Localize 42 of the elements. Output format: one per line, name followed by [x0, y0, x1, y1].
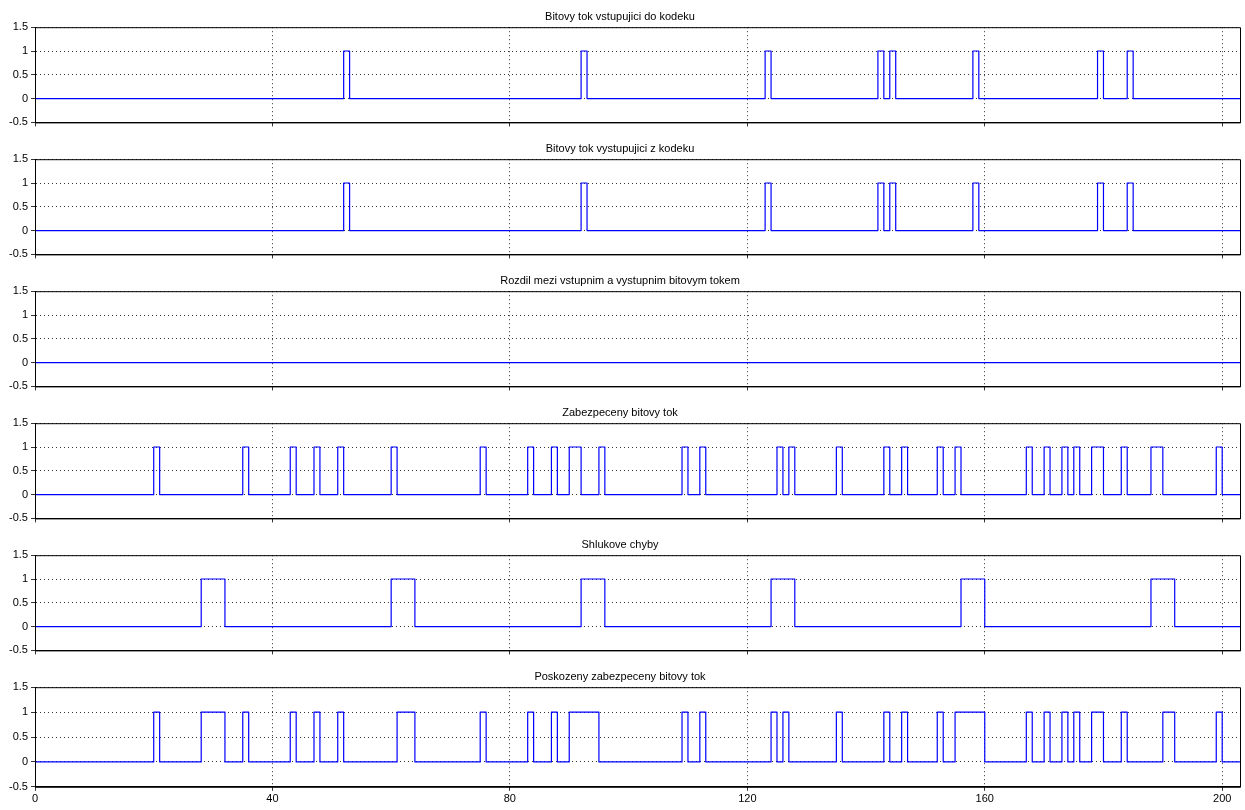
y-tick-label: 1.5 — [12, 680, 28, 693]
y-tick-label: 1.5 — [12, 152, 28, 165]
y-tick-label: 0 — [21, 487, 28, 500]
y-tick-label: 1.5 — [12, 548, 28, 561]
x-tick-label: 80 — [503, 792, 516, 805]
y-tick-label: 1.5 — [12, 20, 28, 33]
y-tick-label: 0 — [21, 619, 28, 632]
x-tick-label: 200 — [1213, 792, 1232, 805]
y-tick-label: -0.5 — [9, 247, 28, 260]
x-tick-label: 120 — [738, 792, 757, 805]
y-tick-label: 1.5 — [12, 416, 28, 429]
chart-title: Poskozeny zabezpeceny bitovy tok — [534, 669, 707, 682]
y-tick-label: 0 — [21, 223, 28, 236]
y-tick-label: 1.5 — [12, 284, 28, 297]
y-tick-label: -0.5 — [9, 643, 28, 656]
x-tick-label: 0 — [31, 792, 39, 805]
y-tick-label: 0.5 — [12, 199, 28, 212]
y-tick-label: -0.5 — [9, 115, 28, 128]
chart-title: Bitovy tok vstupujici do kodeku — [545, 9, 695, 22]
y-tick-label: 1 — [21, 705, 28, 718]
y-tick-label: 0.5 — [12, 463, 28, 476]
y-tick-label: 0.5 — [12, 331, 28, 344]
y-tick-label: -0.5 — [9, 779, 28, 792]
y-tick-label: -0.5 — [9, 511, 28, 524]
y-tick-label: 0 — [21, 355, 28, 368]
y-tick-label: 0.5 — [12, 595, 28, 608]
y-tick-label: 0 — [21, 91, 28, 104]
chart-title: Bitovy tok vystupujici z kodeku — [545, 141, 695, 154]
chart-title: Zabezpeceny bitovy tok — [562, 405, 679, 418]
y-tick-label: 0.5 — [12, 67, 28, 80]
y-tick-label: -0.5 — [9, 379, 28, 392]
chart-title: Rozdil mezi vstupnim a vystupnim bitovym tokem — [500, 273, 740, 286]
y-tick-label: 1 — [21, 440, 28, 453]
y-tick-label: 0 — [21, 754, 28, 767]
y-tick-label: 1 — [21, 44, 28, 57]
y-tick-label: 1 — [21, 176, 28, 189]
chart-title: Shlukove chyby — [581, 537, 660, 550]
x-tick-label: 160 — [975, 792, 994, 805]
y-tick-label: 1 — [21, 572, 28, 585]
y-tick-label: 1 — [21, 308, 28, 321]
y-tick-label: 0.5 — [12, 730, 28, 743]
x-tick-label: 40 — [266, 792, 279, 805]
